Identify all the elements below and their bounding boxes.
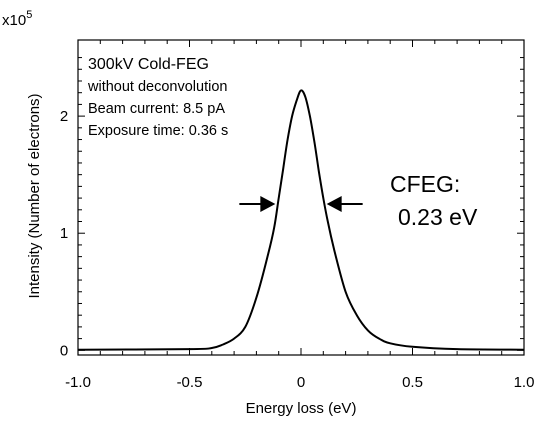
fwhm-arrow-left-head bbox=[260, 195, 276, 212]
fwhm-arrows bbox=[239, 195, 363, 212]
y-tick-label: 1 bbox=[60, 225, 68, 242]
x-tick-label: -0.5 bbox=[177, 374, 203, 391]
x-tick-label: 1.0 bbox=[514, 374, 535, 391]
fwhm-arrow-right-head bbox=[326, 195, 342, 212]
info-line: Beam current: 8.5 pA bbox=[88, 101, 225, 117]
x-axis-label: Energy loss (eV) bbox=[246, 400, 357, 417]
x-axis-ticks: -1.0 -0.5 0 0.5 1.0 bbox=[65, 40, 534, 391]
info-line: without deconvolution bbox=[87, 79, 227, 95]
x-tick-label: 0.5 bbox=[402, 374, 423, 391]
info-line: Exposure time: 0.36 s bbox=[88, 123, 228, 139]
y-axis-label: Intensity (Number of electrons) bbox=[26, 93, 43, 298]
series-line bbox=[77, 89, 525, 351]
fwhm-value: 0.23 eV bbox=[398, 204, 478, 230]
fwhm-label: CFEG: bbox=[390, 171, 460, 197]
y-multiplier-exponent: 5 bbox=[26, 9, 32, 21]
y-tick-label: 2 bbox=[60, 108, 68, 125]
y-multiplier-base: x10 bbox=[2, 12, 26, 29]
y-multiplier: x105 bbox=[2, 9, 32, 29]
info-title: 300kV Cold-FEG bbox=[88, 56, 209, 73]
x-tick-label: -1.0 bbox=[65, 374, 91, 391]
y-tick-label: 0 bbox=[60, 342, 68, 359]
x-tick-label: 0 bbox=[297, 374, 305, 391]
